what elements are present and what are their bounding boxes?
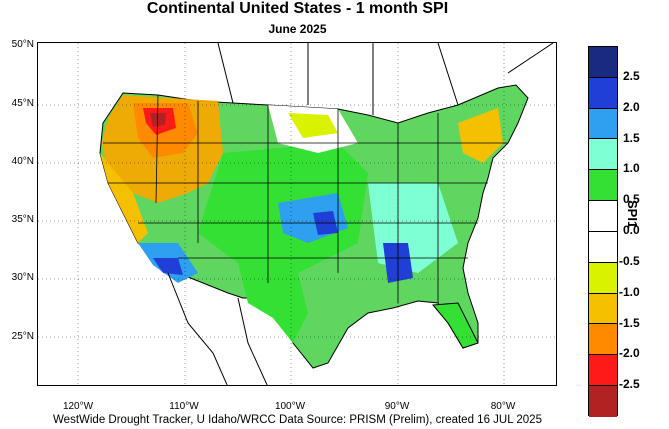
lon-label-110: 110°W [169, 401, 199, 412]
colorbar-tick-label: -0.5 [619, 253, 640, 268]
colorbar-tick-label: -1.0 [619, 284, 640, 299]
colorbar-segment [589, 231, 617, 263]
lat-label-35: 35°N [11, 214, 34, 225]
colorbar-segment [589, 201, 617, 232]
us-map-svg [38, 43, 556, 385]
spi-map [37, 42, 557, 386]
colorbar-tick-label: 2.5 [623, 68, 640, 83]
lat-label-40: 40°N [11, 156, 34, 167]
data-source-credit: WestWide Drought Tracker, U Idaho/WRCC D… [53, 414, 542, 426]
lat-label-50: 50°N [11, 39, 34, 50]
map-title: Continental United States - 1 month SPI [146, 0, 449, 17]
colorbar-segment [589, 355, 617, 387]
colorbar-segment [589, 170, 617, 202]
colorbar-tick-label: -2.5 [619, 377, 640, 392]
colorbar-segment [589, 386, 617, 417]
colorbar-tick-label: 1.0 [623, 161, 640, 176]
colorbar-title: SPI1 [625, 200, 640, 229]
colorbar-segment [589, 139, 617, 171]
lon-label-90: 90°W [384, 401, 410, 412]
lon-label-100: 100°W [274, 401, 306, 412]
lon-label-80: 80°W [490, 401, 516, 412]
colorbar-segment [589, 324, 617, 356]
lat-label-45: 45°N [11, 98, 34, 109]
colorbar-tick-label: 0.5 [623, 192, 640, 207]
colorbar-segment [589, 47, 617, 78]
lat-label-25: 25°N [11, 331, 34, 342]
lat-label-30: 30°N [11, 272, 34, 283]
colorbar-tick-label: -1.5 [619, 315, 640, 330]
colorbar-segment [589, 262, 617, 294]
colorbar-tick-label: 0.0 [623, 223, 640, 237]
colorbar-segment [589, 108, 617, 140]
lon-label-120: 120°W [62, 401, 94, 412]
colorbar-tick-label: 2.0 [623, 99, 640, 114]
colorbar-tick-label: -2.0 [619, 346, 640, 361]
colorbar-segment [589, 77, 617, 109]
map-subtitle: June 2025 [268, 22, 327, 36]
colorbar-tick-label: 1.5 [623, 130, 640, 145]
colorbar-segment [589, 293, 617, 325]
spi-colorbar [588, 46, 618, 417]
